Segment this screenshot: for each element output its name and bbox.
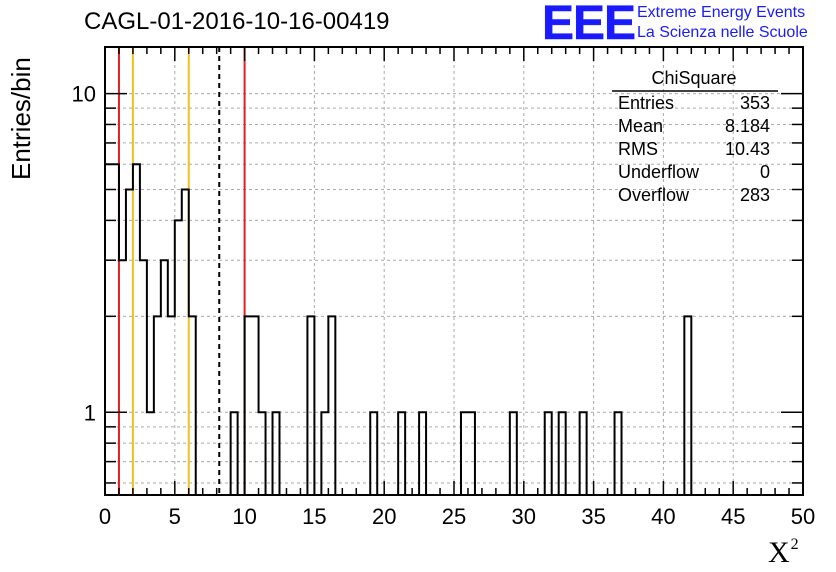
- x-tick-label: 5: [169, 504, 181, 529]
- x-axis-label: X2: [768, 536, 799, 570]
- stats-value: 283: [739, 185, 770, 205]
- stats-key: Overflow: [618, 185, 690, 205]
- x-tick-label: 15: [302, 504, 326, 529]
- logo-caption: Extreme Energy Events La Scienza nelle S…: [637, 3, 808, 43]
- stats-key: RMS: [618, 139, 658, 159]
- x-axis-label-main: X: [768, 536, 790, 569]
- x-tick-label: 50: [791, 504, 815, 529]
- x-tick-label: 40: [651, 504, 675, 529]
- stats-value: 0: [759, 162, 770, 182]
- logo-caption-line2: La Scienza nelle Scuole: [637, 24, 808, 41]
- chart-title: CAGL-01-2016-10-16-00419: [84, 8, 390, 35]
- x-axis-label-superscript: 2: [790, 536, 799, 553]
- eee-logo: EEE: [542, 0, 637, 50]
- x-tick-label: 10: [232, 504, 256, 529]
- x-tick-label: 30: [512, 504, 536, 529]
- stats-key: Entries: [618, 93, 675, 113]
- stats-key: Underflow: [618, 162, 700, 182]
- y-axis-label: Entries/bin: [6, 57, 36, 180]
- y-tick-label: 1: [84, 400, 96, 425]
- stats-value: 353: [739, 93, 770, 113]
- stats-key: Mean: [618, 116, 664, 136]
- grid-lines: [105, 47, 803, 495]
- reference-lines: [117, 47, 246, 495]
- stats-value: 8.184: [724, 116, 770, 136]
- x-tick-label: 25: [442, 504, 466, 529]
- y-tick-label: 10: [72, 82, 96, 107]
- x-tick-label: 35: [581, 504, 605, 529]
- logo-caption-line1: Extreme Energy Events: [637, 4, 806, 21]
- stats-value: 10.43: [724, 139, 770, 159]
- x-tick-label: 0: [99, 504, 111, 529]
- stats-box-title: ChiSquare: [651, 68, 737, 88]
- x-tick-label: 20: [372, 504, 396, 529]
- axis-ticks: [104, 47, 804, 495]
- x-tick-label: 45: [721, 504, 745, 529]
- tick-labels: 0 5 10 15 20 25 30 35 40 45 50 1 10: [72, 82, 816, 529]
